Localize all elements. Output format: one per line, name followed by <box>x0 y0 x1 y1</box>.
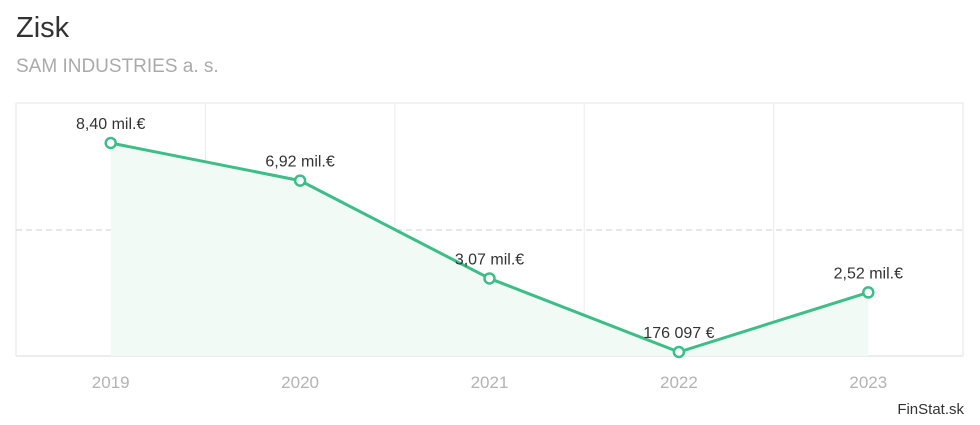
data-point-2021[interactable] <box>483 272 496 285</box>
chart-subtitle: SAM INDUSTRIES a. s. <box>16 56 219 77</box>
x-tick-label-2019: 2019 <box>92 373 130 392</box>
x-tick-label-2021: 2021 <box>471 373 509 392</box>
data-point-2020[interactable] <box>293 174 307 187</box>
data-label-2020: 6,92 mil.€ <box>265 154 334 171</box>
plot-area-fill-group <box>110 143 869 356</box>
x-tick-label-2020: 2020 <box>281 373 319 392</box>
series-area-fill <box>110 143 869 356</box>
data-point-2022[interactable] <box>672 345 686 359</box>
data-label-2021: 3,07 mil.€ <box>455 251 524 268</box>
x-tick-label-2022: 2022 <box>660 373 698 392</box>
data-label-2019: 8,40 mil.€ <box>76 116 145 133</box>
data-label-2022: 176 097 € <box>643 325 714 342</box>
finstat-credit-link[interactable]: FinStat.sk <box>897 401 964 418</box>
data-labels-group: 8,40 mil.€ 6,92 mil.€ 3,07 mil.€ 176 097 € 2… <box>76 116 903 342</box>
x-axis-ticks: 2019 2020 2021 2022 2023 <box>92 373 887 392</box>
data-label-2023: 2,52 mil.€ <box>834 265 903 282</box>
data-points-group <box>104 136 875 359</box>
chart-title: Zisk <box>16 12 70 44</box>
data-point-2023[interactable] <box>862 286 875 299</box>
x-tick-label-2023: 2023 <box>849 373 887 392</box>
data-point-2019[interactable] <box>104 136 117 150</box>
